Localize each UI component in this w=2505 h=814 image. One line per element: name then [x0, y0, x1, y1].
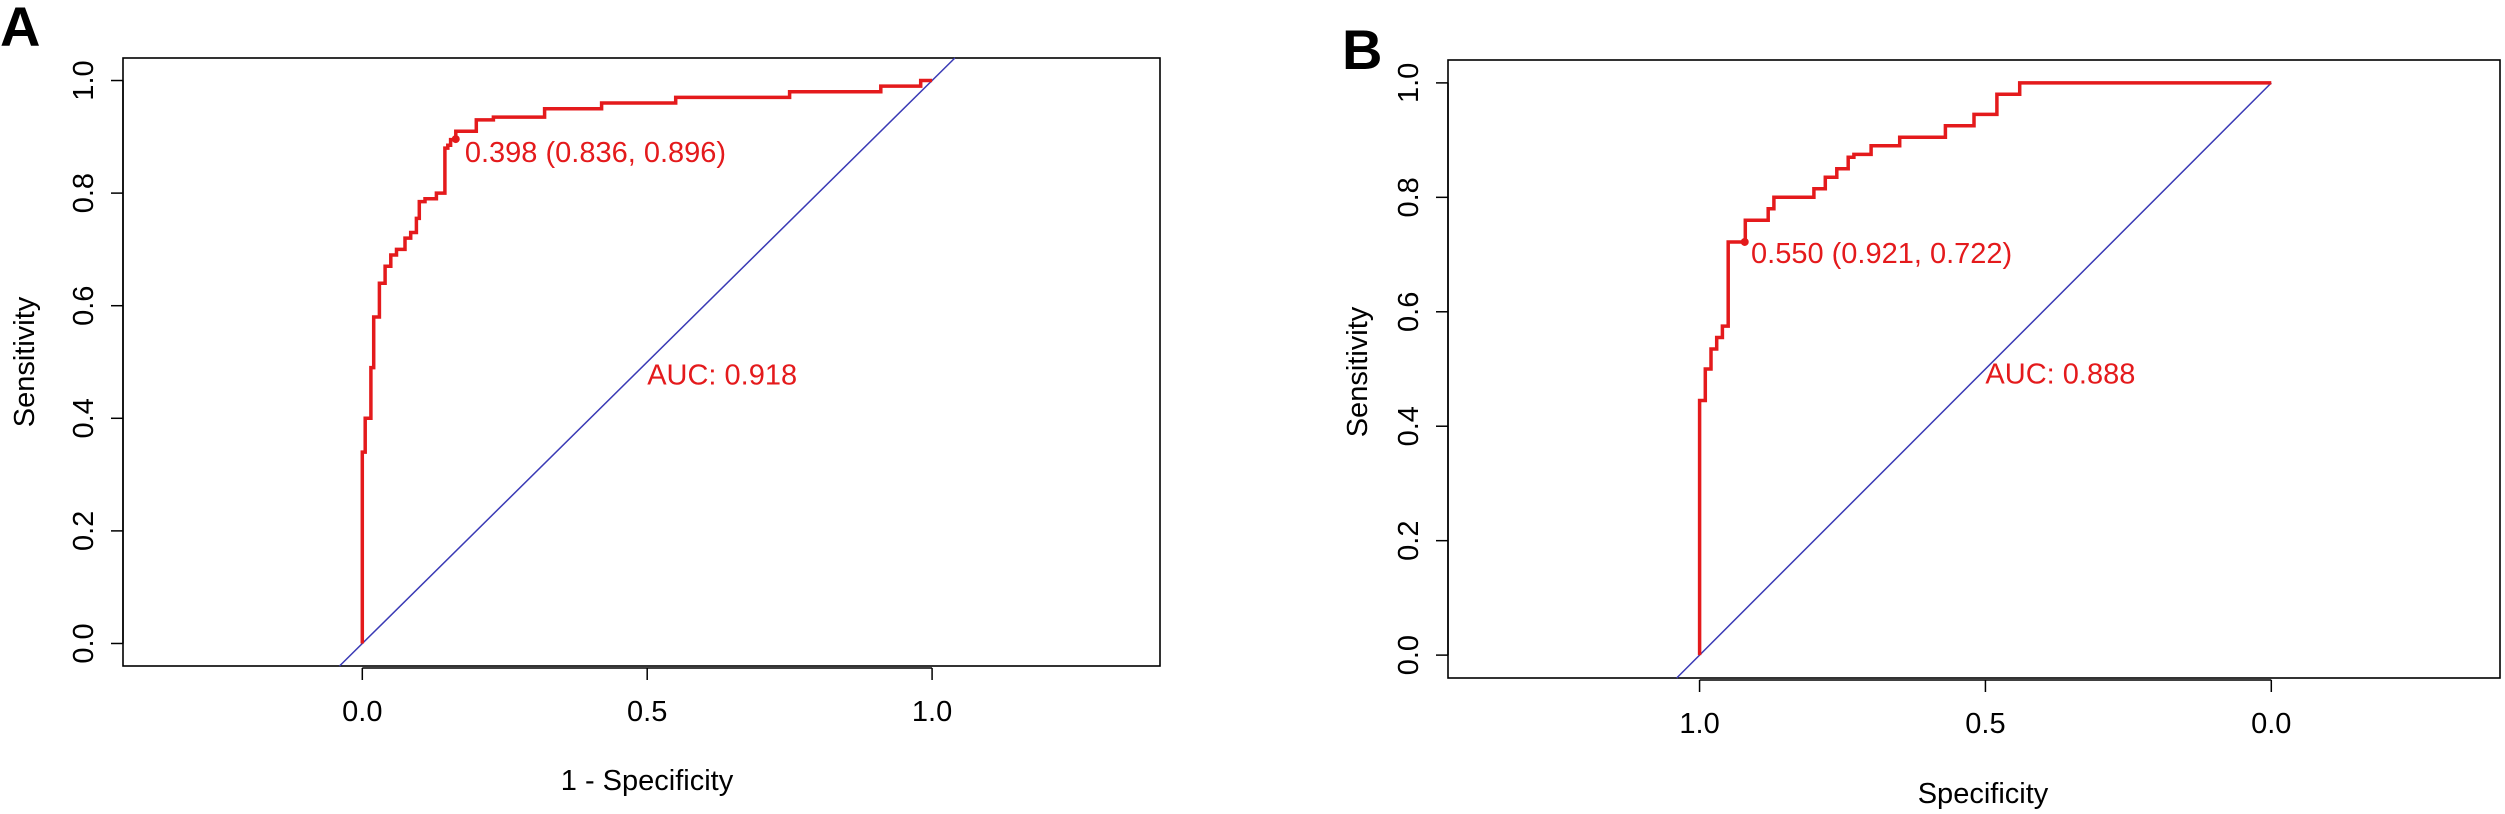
x-axis-title: 1 - Specificity	[561, 765, 734, 797]
y-tick-label: 0.2	[68, 511, 100, 551]
best-threshold-point	[451, 135, 460, 144]
y-axis-title: Sensitivity	[9, 296, 41, 427]
x-tick-label: 1.0	[912, 696, 952, 728]
roc-curve-line	[360, 78, 933, 644]
y-tick-label: 0.6	[68, 286, 100, 326]
y-tick-label: 0.6	[1393, 292, 1425, 332]
auc-annotation: AUC: 0.888	[1985, 358, 2135, 390]
y-tick-label: 0.8	[1393, 177, 1425, 217]
y-tick-label: 0.0	[68, 623, 100, 663]
reference-diagonal-line	[338, 57, 956, 667]
y-tick-label: 1.0	[68, 60, 100, 100]
plot-frame-b	[1447, 59, 2501, 679]
y-axis-title: Sensitivity	[1342, 306, 1374, 437]
y-tick-label: 0.2	[1393, 521, 1425, 561]
y-tick-label: 0.4	[1393, 406, 1425, 446]
x-tick-label: 1.0	[1679, 708, 1719, 740]
best-threshold-point	[1740, 237, 1749, 246]
panel-label-a: A	[0, 0, 40, 58]
x-axis-title: Specificity	[1918, 778, 2049, 810]
roc-panel-a: A 0.0 0.5 1.0 0.0 0.2 0.4 0.6 0.8 1.0 1 - Specifi…	[0, 0, 1161, 797]
y-tick-label: 0.0	[1393, 635, 1425, 675]
reference-diagonal-line	[1676, 82, 2272, 679]
x-tick-label: 0.5	[1965, 708, 2005, 740]
x-tick-label: 0.5	[627, 696, 667, 728]
threshold-annotation: 0.398 (0.836, 0.896)	[465, 137, 726, 169]
y-tick-label: 0.8	[68, 173, 100, 213]
roc-panel-b: B 1.0 0.5 0.0 0.0 0.2 0.4 0.6 0.8 1.0 Specificity…	[1342, 18, 2501, 810]
x-tick-label: 0.0	[342, 696, 382, 728]
auc-annotation: AUC: 0.918	[647, 360, 797, 392]
y-tick-label: 0.4	[68, 398, 100, 438]
x-tick-label: 0.0	[2251, 708, 2291, 740]
threshold-annotation: 0.550 (0.921, 0.722)	[1751, 238, 2012, 270]
roc-curve-line	[1697, 81, 2272, 656]
y-tick-label: 1.0	[1393, 63, 1425, 103]
panel-label-b: B	[1342, 18, 1382, 81]
